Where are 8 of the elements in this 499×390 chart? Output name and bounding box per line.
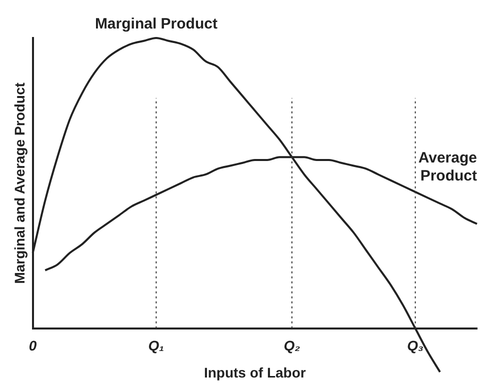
y-axis-title: Marginal and Average Product: [11, 82, 28, 284]
x-tick-label: Q₂: [284, 338, 300, 354]
series-label: Average Product: [418, 149, 477, 184]
x-tick-label: 0: [28, 338, 37, 354]
x-tick-label: Q₃: [407, 338, 424, 354]
x-axis-title: Inputs of Labor: [204, 364, 306, 380]
x-tick-label: Q₁: [148, 338, 164, 354]
series-label: Marginal Product: [94, 16, 218, 33]
